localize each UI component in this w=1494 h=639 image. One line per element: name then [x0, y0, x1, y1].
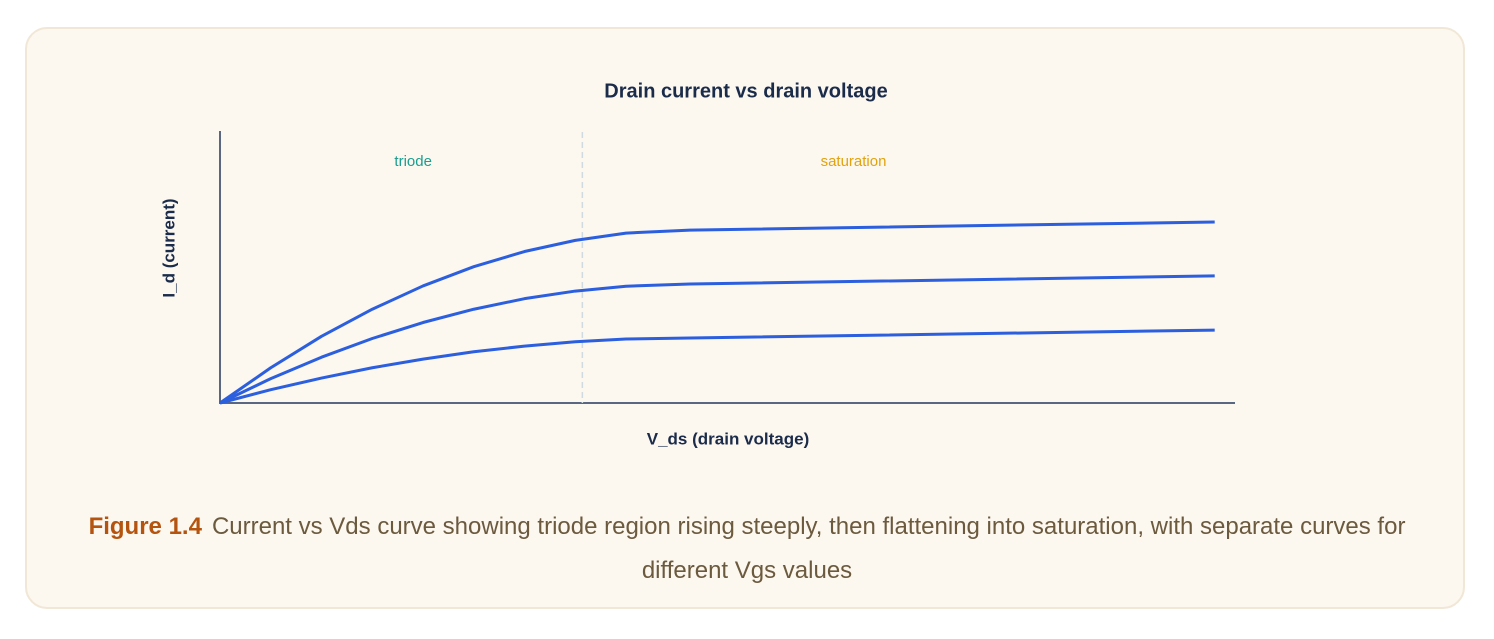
caption-label: Figure 1.4	[88, 513, 202, 540]
y-axis-label: I_d (current)	[159, 198, 178, 297]
region-label: saturation	[821, 153, 887, 170]
curve	[219, 274, 1215, 405]
caption-text: Current vs Vds curve showing triode regi…	[211, 513, 1406, 584]
figure-card	[25, 27, 1465, 609]
chart-title: Drain current vs drain voltage	[604, 80, 887, 102]
x-axis-label: V_ds (drain voltage)	[647, 429, 809, 448]
curve	[219, 328, 1215, 405]
curve	[219, 220, 1215, 405]
caption: Figure 1.4 Current vs Vds curve showing t…	[50, 505, 1444, 593]
region-label: triode	[394, 153, 432, 170]
chart: Drain current vs drain voltage I_d (curr…	[159, 80, 1235, 448]
